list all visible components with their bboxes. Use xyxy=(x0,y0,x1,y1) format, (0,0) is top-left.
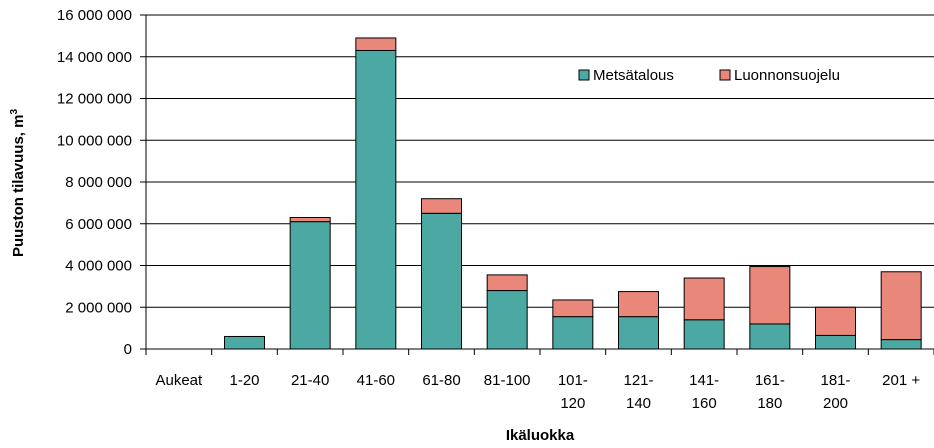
bar-luonnonsuojelu xyxy=(421,198,462,214)
x-tick-label: 1-20 xyxy=(229,372,259,389)
y-tick-label: 16 000 000 xyxy=(57,7,132,24)
x-tick-label: 141- xyxy=(689,372,719,389)
bar-metsatalous xyxy=(486,290,528,350)
legend-label-metsatalous: Metsätalous xyxy=(593,67,674,84)
x-tick-label: 161- xyxy=(755,372,785,389)
bar-luonnonsuojelu xyxy=(289,216,331,223)
x-axis-title: Ikäluokka xyxy=(506,427,575,444)
y-tick-label: 12 000 000 xyxy=(57,91,132,108)
y-tick-label: 8 000 000 xyxy=(65,174,132,191)
x-tick-label: 81-100 xyxy=(484,372,531,389)
bar-luonnonsuojelu xyxy=(683,277,725,321)
x-tick-label: 120 xyxy=(560,395,585,412)
bar-luonnonsuojelu xyxy=(355,37,397,51)
gridlines xyxy=(146,14,934,308)
bar-metsatalous xyxy=(224,335,265,350)
axes xyxy=(145,15,934,355)
x-tick-label: 160 xyxy=(692,395,717,412)
bar-metsatalous xyxy=(815,334,856,350)
y-axis-title-superscript: 3 xyxy=(9,109,20,115)
x-tick-label: 140 xyxy=(626,395,651,412)
bar-metsatalous xyxy=(880,339,922,350)
x-tick-label: 121- xyxy=(623,372,653,389)
bar-metsatalous xyxy=(749,323,791,350)
y-axis-title-main: Puuston tilavuus, m xyxy=(10,115,27,258)
bar-luonnonsuojelu xyxy=(618,291,659,318)
x-tick-labels: Aukeat 1-20 21-40 41-60 61-80 81-100 101- 120 12… xyxy=(155,372,920,412)
bar-metsatalous xyxy=(289,221,331,350)
y-tick-labels: 0 2 000 000 4 000 000 6 000 000 8 000 000 10 … xyxy=(57,7,146,358)
x-tick-label: 61-80 xyxy=(422,372,460,389)
legend-swatch-luonnonsuojelu xyxy=(719,69,731,81)
y-tick-label: 0 xyxy=(124,341,132,358)
y-tick-label: 14 000 000 xyxy=(57,49,132,66)
x-tick-label: 181- xyxy=(820,372,850,389)
bar-metsatalous xyxy=(618,316,659,350)
bar-metsatalous xyxy=(683,319,725,350)
bar-luonnonsuojelu xyxy=(486,274,528,292)
y-axis-title: Puuston tilavuus, m3 xyxy=(9,109,27,258)
x-tick-label: 41-60 xyxy=(357,372,395,389)
legend-label-luonnonsuojelu: Luonnonsuojelu xyxy=(734,67,840,84)
bar-metsatalous xyxy=(421,212,462,350)
y-tick-label: 2 000 000 xyxy=(65,299,132,316)
y-tick-label: 6 000 000 xyxy=(65,216,132,233)
y-tick-label: 10 000 000 xyxy=(57,132,132,149)
x-tick-label: 21-40 xyxy=(291,372,329,389)
x-tick-label: 200 xyxy=(823,395,848,412)
bar-luonnonsuojelu xyxy=(749,266,791,325)
legend: Metsätalous Luonnonsuojelu xyxy=(578,67,840,84)
x-tick-label: 201 + xyxy=(882,372,920,389)
bar-luonnonsuojelu xyxy=(552,299,594,318)
x-tick-label: 180 xyxy=(757,395,782,412)
bar-metsatalous xyxy=(355,49,397,350)
bars xyxy=(224,37,922,350)
legend-swatch-metsatalous xyxy=(578,69,590,81)
y-tick-label: 4 000 000 xyxy=(65,258,132,275)
x-tick-label: Aukeat xyxy=(155,372,203,389)
x-tick-label: 101- xyxy=(558,372,588,389)
bar-metsatalous xyxy=(552,316,594,350)
bar-luonnonsuojelu xyxy=(880,271,922,341)
bar-luonnonsuojelu xyxy=(815,306,856,336)
